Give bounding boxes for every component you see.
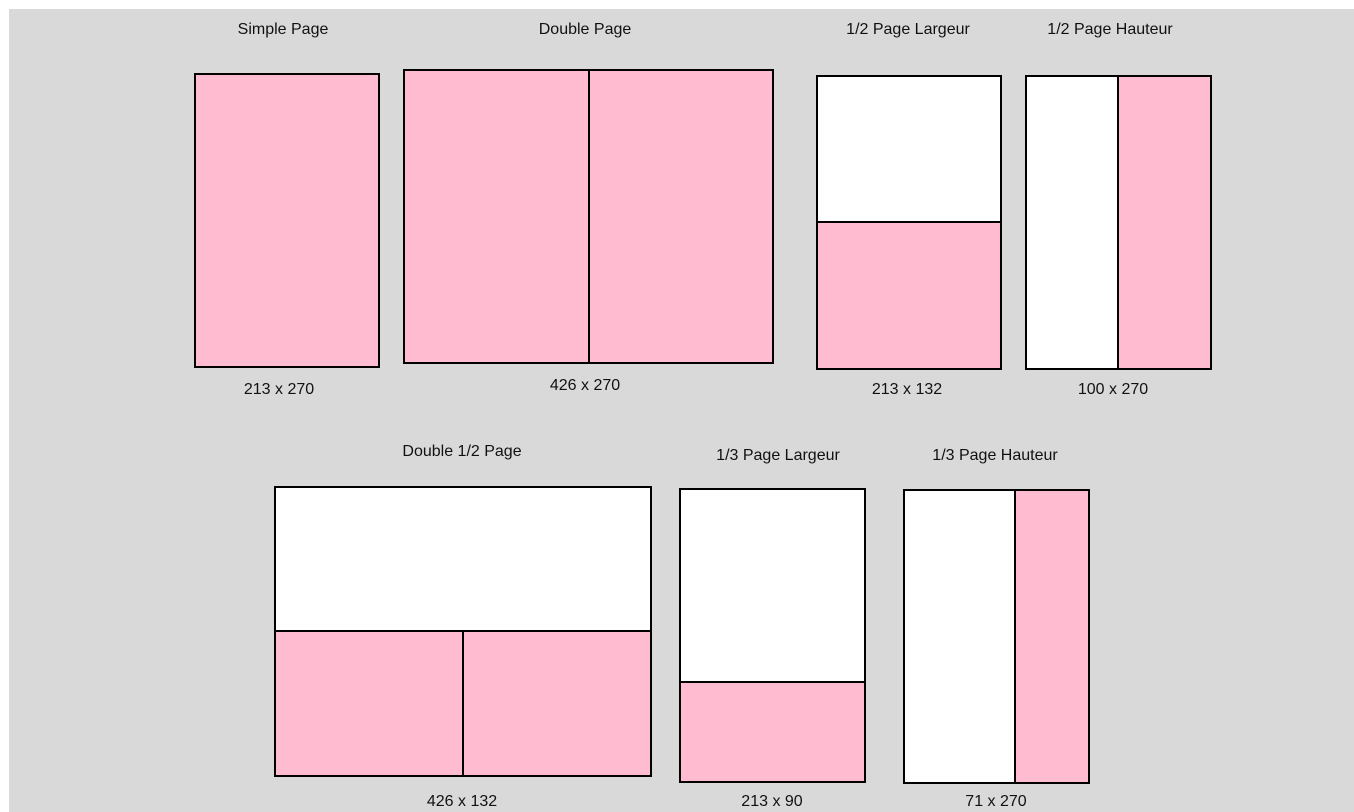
simple-page-ad-area xyxy=(196,75,378,366)
half-page-largeur-ad-area xyxy=(818,222,1000,368)
half-page-hauteur-split-line xyxy=(1117,77,1119,368)
simple-page-frame xyxy=(194,73,380,368)
third-page-hauteur-frame xyxy=(903,489,1090,784)
third-page-hauteur-title: 1/3 Page Hauteur xyxy=(932,447,1058,464)
double-page-frame xyxy=(403,69,774,364)
third-page-largeur-size: 213 x 90 xyxy=(741,793,803,810)
simple-page-title: Simple Page xyxy=(237,21,329,38)
diagram-panel: Simple Page 213 x 270 Double Page 426 x 270… xyxy=(9,9,1354,812)
half-page-largeur-frame xyxy=(816,75,1002,370)
simple-page-size: 213 x 270 xyxy=(243,381,315,398)
half-page-hauteur-frame xyxy=(1025,75,1212,370)
third-page-largeur-title: 1/3 Page Largeur xyxy=(716,447,840,464)
half-page-hauteur-title: 1/2 Page Hauteur xyxy=(1047,21,1173,38)
double-half-page-frame xyxy=(274,486,652,777)
half-page-hauteur-size: 100 x 270 xyxy=(1077,381,1149,398)
half-page-largeur-title: 1/2 Page Largeur xyxy=(846,21,970,38)
half-page-hauteur-ad-area xyxy=(1118,77,1210,368)
double-page-size: 426 x 270 xyxy=(549,377,621,394)
half-page-largeur-split-line xyxy=(818,221,1000,223)
double-half-page-size: 426 x 132 xyxy=(426,793,498,810)
third-page-hauteur-ad-area xyxy=(1015,491,1088,782)
double-page-title: Double Page xyxy=(538,21,632,38)
third-page-largeur-frame xyxy=(679,488,866,783)
third-page-largeur-ad-area xyxy=(681,682,864,781)
third-page-hauteur-split-line xyxy=(1014,491,1016,782)
double-half-page-page-fold xyxy=(462,631,464,775)
half-page-largeur-size: 213 x 132 xyxy=(871,381,943,398)
third-page-hauteur-size: 71 x 270 xyxy=(965,793,1027,810)
double-half-page-title: Double 1/2 Page xyxy=(402,443,522,460)
double-page-page-fold xyxy=(588,71,590,362)
third-page-largeur-split-line xyxy=(681,681,864,683)
